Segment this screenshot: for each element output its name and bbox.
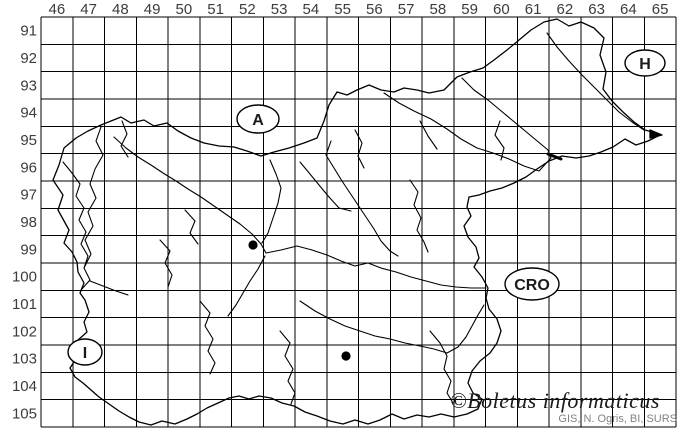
grid-col-label: 65 xyxy=(652,1,669,18)
grid-col-label: 50 xyxy=(176,1,193,18)
grid-row-label: 92 xyxy=(20,50,37,67)
country-label-h: H xyxy=(639,56,651,73)
country-ellipse-i xyxy=(67,338,103,366)
country-label-i: I xyxy=(83,345,87,362)
country-ellipse-cro xyxy=(504,267,560,301)
country-border xyxy=(52,18,661,426)
grid-col-label: 59 xyxy=(461,1,478,18)
grid-row-label: 97 xyxy=(20,187,37,204)
occurrence-dot xyxy=(341,351,351,361)
country-labels: A H CRO I xyxy=(67,49,666,366)
rivers xyxy=(62,32,645,405)
grid-row-label: 96 xyxy=(20,159,37,176)
occurrence-points xyxy=(248,240,351,361)
watermark-text: ©Boletus informaticus xyxy=(450,388,660,413)
country-ellipse-a xyxy=(236,104,280,134)
grid-col-label: 61 xyxy=(525,1,542,18)
grid-row-label: 105 xyxy=(12,405,37,422)
grid-col-label: 53 xyxy=(271,1,288,18)
drava-exit-mark xyxy=(546,152,563,161)
grid-col-label: 54 xyxy=(303,1,320,18)
grid-row-label: 91 xyxy=(20,23,37,40)
utm-grid-lines xyxy=(40,16,677,428)
grid-col-label: 63 xyxy=(588,1,605,18)
east-tip-mark xyxy=(649,129,663,139)
grid-row-label: 101 xyxy=(12,296,37,313)
grid-row-label: 94 xyxy=(20,105,37,122)
grid-col-label: 55 xyxy=(334,1,351,18)
country-label-cro: CRO xyxy=(514,277,550,294)
grid-col-label: 46 xyxy=(49,1,66,18)
grid-col-label: 51 xyxy=(207,1,224,18)
grid-row-label: 103 xyxy=(12,351,37,368)
grid-col-label: 52 xyxy=(239,1,256,18)
grid-col-label: 64 xyxy=(620,1,637,18)
grid-row-label: 95 xyxy=(20,132,37,149)
credits-text: GIS, N. Ogris, BI, SURS xyxy=(558,413,677,425)
grid-row-label: 104 xyxy=(12,378,37,395)
country-ellipse-h xyxy=(624,49,666,77)
occurrence-dot xyxy=(248,240,258,250)
grid-col-label: 49 xyxy=(144,1,161,18)
grid-col-label: 48 xyxy=(112,1,129,18)
grid-col-label: 47 xyxy=(80,1,97,18)
grid-col-label: 62 xyxy=(557,1,574,18)
grid-row-label: 93 xyxy=(20,77,37,94)
grid-col-label: 60 xyxy=(493,1,510,18)
grid-row-label: 99 xyxy=(20,241,37,258)
grid-row-label: 100 xyxy=(12,269,37,286)
grid-col-label: 57 xyxy=(398,1,415,18)
slovenia-outline xyxy=(52,18,663,426)
grid-row-label: 102 xyxy=(12,323,37,340)
utm-grid-labels: 46 47 48 49 50 51 52 53 54 55 56 57 58 59 60 61 62 63 64 65… xyxy=(12,1,669,422)
country-label-a: A xyxy=(252,112,264,129)
grid-col-label: 56 xyxy=(366,1,383,18)
grid-row-label: 98 xyxy=(20,214,37,231)
grid-col-label: 58 xyxy=(430,1,447,18)
